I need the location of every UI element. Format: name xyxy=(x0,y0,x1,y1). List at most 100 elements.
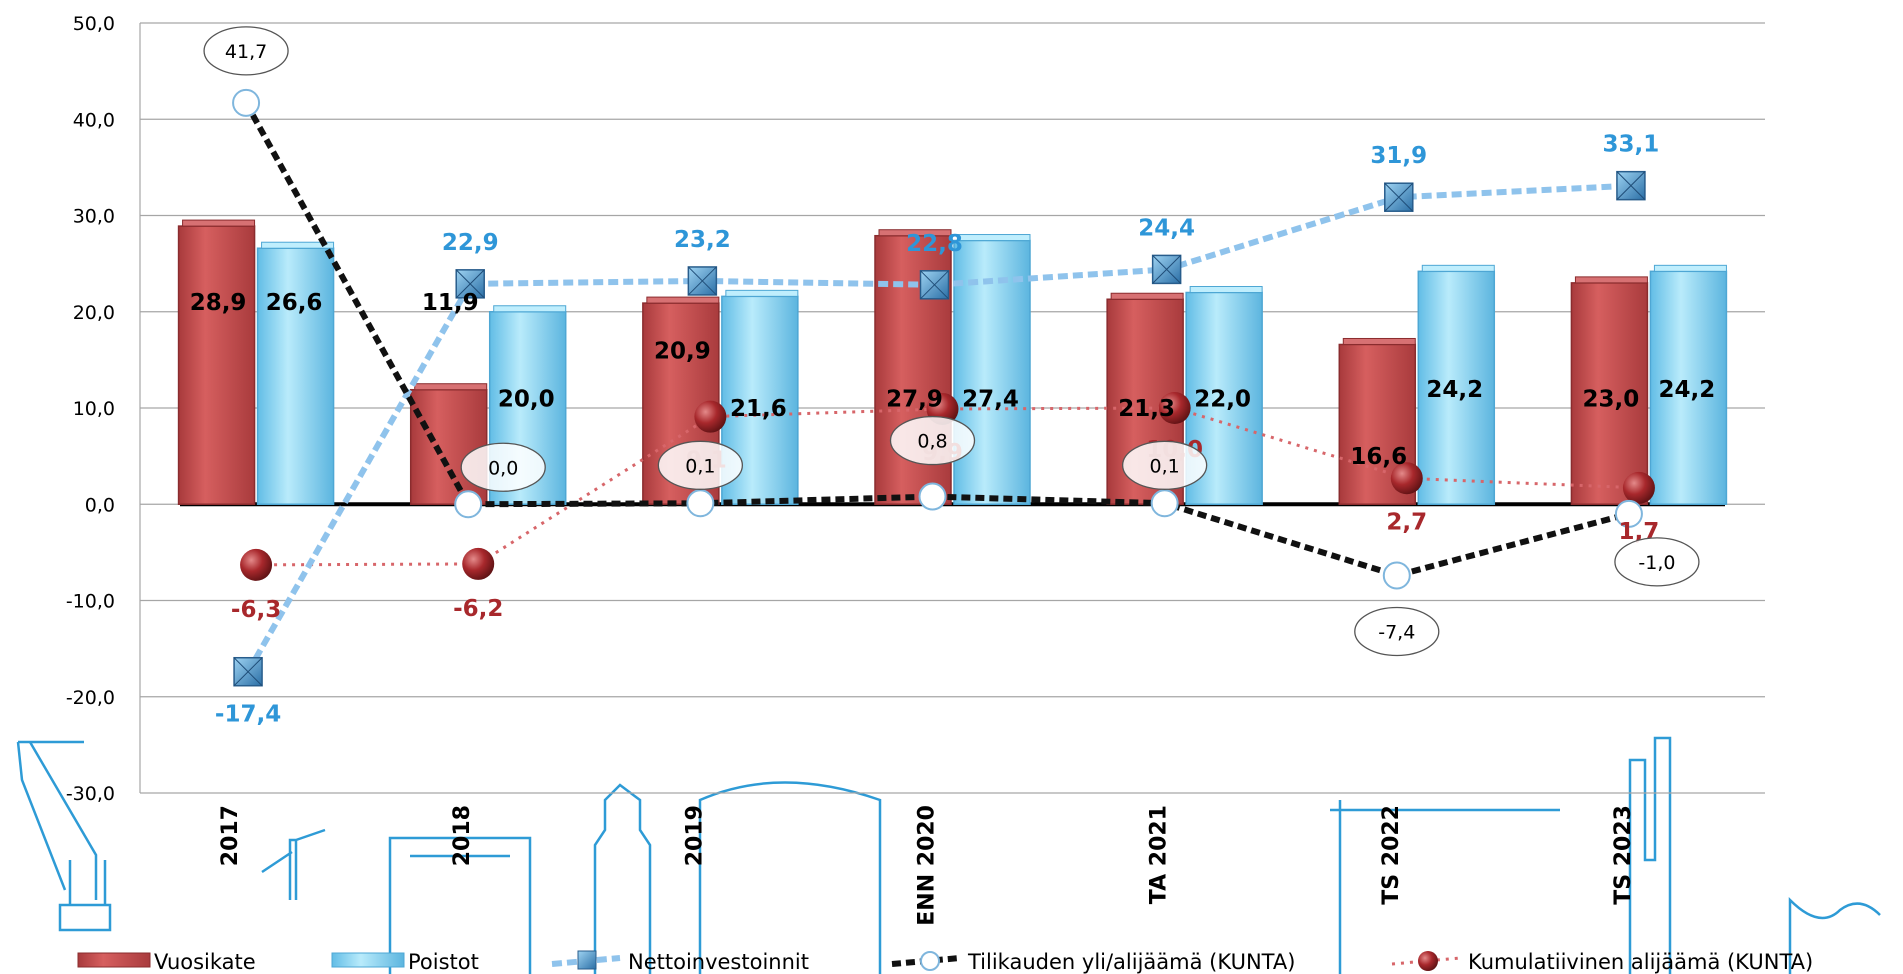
bar-top-bevel xyxy=(1110,292,1184,300)
bar-top-bevel xyxy=(1421,264,1495,272)
data-label-poistot: 26,6 xyxy=(266,290,323,316)
data-label-tilikauden: 41,7 xyxy=(225,41,267,63)
bar-poistot xyxy=(1649,270,1728,506)
bar-top-bevel xyxy=(878,229,952,237)
data-label-vuosikate: 20,9 xyxy=(654,338,711,364)
bar-top-bevel xyxy=(261,241,335,249)
markers xyxy=(232,88,1655,687)
marker-nettoinvestoinnit-facet xyxy=(1616,171,1646,201)
data-label-vuosikate: 28,9 xyxy=(190,290,247,316)
bar-poistot xyxy=(953,239,1031,505)
legend-item: Nettoinvestoinnit xyxy=(551,950,809,974)
y-tick-label: -10,0 xyxy=(66,591,115,613)
data-label-poistot: 21,6 xyxy=(730,396,787,422)
data-label-poistot: 24,2 xyxy=(1659,377,1716,403)
x-axis-labels: 2017 2018 2019 ENN 2020 TA 2021 TS 2022 TS 202… xyxy=(218,805,1636,926)
marker-kumulatiivinen xyxy=(462,547,495,580)
data-label-poistot: 24,2 xyxy=(1426,377,1483,403)
bar-top-bevel xyxy=(725,289,799,297)
bar-top-bevel xyxy=(182,219,256,227)
marker-tilikauden xyxy=(232,88,261,117)
data-label-poistot: 27,4 xyxy=(962,386,1019,412)
data-label-poistot: 22,0 xyxy=(1194,386,1251,412)
data-label-poistot: 20,0 xyxy=(498,386,555,412)
bar-vuosikate xyxy=(177,225,256,505)
legend-swatch-vuosikate xyxy=(77,952,151,968)
data-label-tilikauden-callout xyxy=(1354,606,1440,657)
marker-nettoinvestoinnit-facet xyxy=(233,657,263,687)
data-label-nettoinvestoinnit: 22,9 xyxy=(442,230,499,256)
data-label-tilikauden-callout xyxy=(203,26,289,76)
y-tick-label: 40,0 xyxy=(73,109,115,131)
marker-kumulatiivinen xyxy=(694,400,727,433)
y-tick-label: 30,0 xyxy=(73,206,115,228)
bar-poistot xyxy=(1417,270,1496,506)
bar-top-bevel xyxy=(646,296,720,304)
data-label-vuosikate: 11,9 xyxy=(422,290,479,316)
data-label-nettoinvestoinnit: 33,1 xyxy=(1603,132,1660,158)
legend-item: Poistot xyxy=(331,950,479,974)
legend-swatch-kumulatiivinen-marker xyxy=(1418,951,1438,971)
data-label-tilikauden: -7,4 xyxy=(1378,621,1415,643)
y-tick-label: 20,0 xyxy=(73,302,115,324)
y-tick-label: -30,0 xyxy=(66,783,115,805)
x-tick-label: TS 2023 xyxy=(1611,805,1636,905)
x-tick-label: TA 2021 xyxy=(1147,805,1172,904)
legend-swatch-kumulatiivinen-line xyxy=(1391,956,1461,966)
data-label-tilikauden: 0,1 xyxy=(1150,455,1180,477)
data-label-vuosikate: 27,9 xyxy=(886,386,943,412)
data-label-kumulatiivinen: 2,7 xyxy=(1386,509,1427,535)
x-tick-label: 2019 xyxy=(682,805,707,866)
marker-tilikauden xyxy=(686,489,715,518)
data-labels: 28,9 11,9 20,9 27,9 21,3 16,6 23,0 26,6 20,0 21,6… xyxy=(190,26,1716,728)
y-tick-label: 50,0 xyxy=(73,13,115,35)
marker-tilikauden xyxy=(1614,499,1643,528)
bar-top-bevel xyxy=(1189,286,1263,293)
x-tick-label: TS 2022 xyxy=(1379,805,1404,905)
legend-item: Kumulatiivinen alijäämä (KUNTA) xyxy=(1391,950,1813,974)
bar-top-bevel xyxy=(1574,276,1648,284)
data-label-nettoinvestoinnit: 22,8 xyxy=(906,231,963,257)
data-label-tilikauden-callout xyxy=(1614,537,1700,587)
marker-tilikauden xyxy=(454,490,483,519)
data-label-tilikauden-callout xyxy=(657,440,744,490)
legend-swatch-poistot xyxy=(331,952,405,968)
bar-top-bevel xyxy=(957,234,1031,242)
data-label-vuosikate: 16,6 xyxy=(1350,444,1407,470)
marker-nettoinvestoinnit-facet xyxy=(688,266,717,296)
legend-label: Nettoinvestoinnit xyxy=(628,950,809,974)
data-label-tilikauden-callout xyxy=(889,415,976,466)
bar-poistot xyxy=(256,247,335,505)
marker-tilikauden xyxy=(918,482,947,511)
marker-kumulatiivinen xyxy=(1158,392,1191,424)
bar-top-bevel xyxy=(1342,337,1416,345)
data-label-tilikauden: 0,8 xyxy=(917,431,947,453)
y-tick-label: 10,0 xyxy=(73,398,115,420)
data-label-vuosikate: 23,0 xyxy=(1583,386,1640,412)
x-tick-label: ENN 2020 xyxy=(915,805,940,926)
legend-item: Vuosikate xyxy=(77,950,256,974)
y-tick-label: -20,0 xyxy=(66,687,115,709)
legend-label: Tilikauden yli/alijäämä (KUNTA) xyxy=(967,950,1295,974)
legend: Vuosikate Poistot Nettoinvestoinnit Tilikau… xyxy=(77,950,1813,974)
data-label-tilikauden-callout xyxy=(460,442,546,492)
data-label-nettoinvestoinnit: 31,9 xyxy=(1370,143,1427,169)
legend-swatch-tilikauden-marker xyxy=(920,951,940,971)
legend-label: Vuosikate xyxy=(154,950,256,974)
data-label-tilikauden: 0,1 xyxy=(685,455,715,477)
marker-nettoinvestoinnit-facet xyxy=(455,269,485,299)
bar-vuosikate xyxy=(409,388,488,505)
data-label-kumulatiivinen: -6,3 xyxy=(231,597,281,623)
data-label-tilikauden-callout xyxy=(1121,440,1208,490)
legend-item: Tilikauden yli/alijäämä (KUNTA) xyxy=(891,950,1295,974)
bar-top-bevel xyxy=(1653,264,1727,272)
legend-label: Poistot xyxy=(408,950,479,974)
marker-nettoinvestoinnit-facet xyxy=(920,270,949,300)
skyline-decoration xyxy=(16,736,1881,974)
data-label-kumulatiivinen: -6,2 xyxy=(453,596,503,622)
x-tick-label: 2018 xyxy=(450,805,475,866)
marker-kumulatiivinen xyxy=(1390,462,1423,495)
bar-vuosikate xyxy=(1570,282,1649,505)
marker-kumulatiivinen xyxy=(240,548,273,581)
